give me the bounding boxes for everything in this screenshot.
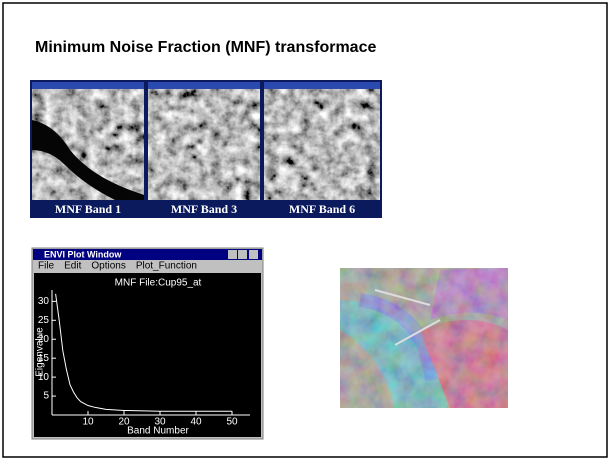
y-tick-label: 5 (43, 391, 49, 402)
panel-title-bar (264, 82, 380, 89)
x-tick-label: 20 (118, 417, 130, 428)
panel-caption: MNF Band 1 (55, 202, 121, 216)
y-tick-label: 10 (38, 372, 50, 383)
slide-title: Minimum Noise Fraction (MNF) transformac… (35, 39, 376, 56)
band-images: MNF Band 1 MNF Band 3 MNF Band 6 (30, 80, 382, 218)
y-tick-label: 25 (38, 315, 50, 326)
panel: MNF Band 1 (32, 82, 144, 216)
minimize-button[interactable] (228, 250, 237, 259)
plot-title: MNF File:Cup95_at (115, 278, 202, 289)
plot-window: ENVI Plot Window File Edit Options Plot_Fun… (32, 248, 263, 439)
panel-title-bar (32, 82, 144, 89)
plot-area (34, 273, 261, 437)
panel-image (148, 89, 260, 200)
composite-texture (340, 268, 508, 408)
x-tick-label: 40 (190, 417, 202, 428)
x-tick-label: 50 (226, 417, 238, 428)
y-tick-label: 15 (38, 353, 50, 364)
menu-item[interactable]: Edit (64, 261, 81, 272)
panel: MNF Band 3 (148, 82, 260, 216)
window-title: ENVI Plot Window (44, 249, 122, 259)
x-tick-label: 30 (154, 417, 166, 428)
panel-image (264, 89, 380, 200)
y-tick-label: 30 (38, 296, 50, 307)
panel: MNF Band 6 (264, 82, 380, 216)
menu-item[interactable]: File (38, 261, 55, 272)
slide: Minimum Noise Fraction (MNF) transformac… (0, 0, 611, 461)
menu-item[interactable]: Options (91, 261, 125, 272)
x-tick-label: 10 (82, 417, 94, 428)
maximize-button[interactable] (238, 250, 247, 259)
menu-item[interactable]: Plot_Function (136, 261, 197, 272)
color-composite (340, 268, 508, 408)
panel-caption: MNF Band 3 (171, 202, 237, 216)
close-button[interactable] (249, 250, 258, 259)
y-tick-label: 20 (38, 334, 50, 345)
panel-title-bar (148, 82, 260, 89)
panel-caption: MNF Band 6 (289, 202, 355, 216)
